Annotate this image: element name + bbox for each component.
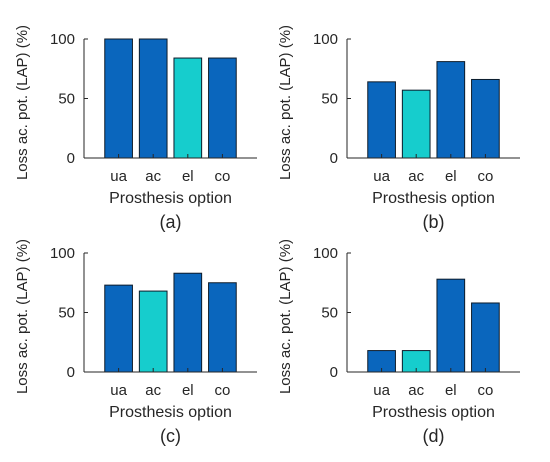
x-tick-label: el [182, 382, 194, 399]
bar [401, 89, 431, 159]
y-axis-label: Loss ac. pot. (LAP) (%) [14, 25, 31, 180]
bar [138, 38, 168, 159]
y-tick-label: 100 [50, 245, 75, 262]
y-tick-label: 0 [67, 150, 75, 167]
x-tick-label: co [477, 382, 493, 399]
y-tick-label: 50 [321, 305, 338, 322]
chart-panel: 0 50 100 ua ac el co Prosthesis option Loss ac. … [14, 239, 257, 446]
x-axis-label: Prosthesis option [109, 190, 232, 207]
x-axis-label: Prosthesis option [372, 404, 495, 421]
x-tick-label: ua [110, 168, 127, 185]
bar [436, 278, 466, 373]
bar [104, 284, 133, 373]
x-tick-label: el [182, 168, 194, 185]
bar [436, 61, 466, 159]
x-tick-label: co [214, 382, 230, 399]
panel-label: (b) [423, 212, 445, 232]
panel-label: (c) [160, 426, 181, 446]
x-tick-label: el [445, 168, 457, 185]
x-axis-label: Prosthesis option [109, 404, 232, 421]
x-tick-label: ac [408, 382, 424, 399]
bar [173, 272, 203, 373]
y-tick-label: 50 [321, 91, 338, 108]
x-axis-label: Prosthesis option [372, 190, 495, 207]
bar [104, 38, 133, 159]
y-tick-label: 100 [313, 31, 338, 48]
bar [208, 282, 237, 373]
y-tick-label: 100 [50, 31, 75, 48]
y-tick-label: 50 [58, 91, 75, 108]
x-tick-label: ua [373, 168, 390, 185]
x-tick-label: ua [110, 382, 127, 399]
x-tick-label: el [445, 382, 457, 399]
chart-panel: 0 50 100 ua ac el co Prosthesis option Loss ac. … [277, 239, 520, 446]
bar [173, 57, 203, 159]
y-axis-label: Loss ac. pot. (LAP) (%) [277, 239, 294, 394]
y-tick-label: 100 [313, 245, 338, 262]
x-tick-label: ac [145, 168, 161, 185]
y-axis-label: Loss ac. pot. (LAP) (%) [277, 25, 294, 180]
y-tick-label: 0 [330, 364, 338, 381]
x-tick-label: ua [373, 382, 390, 399]
chart-panel: 0 50 100 ua ac el co Prosthesis option Loss ac. … [14, 25, 257, 232]
bar [471, 302, 500, 373]
y-tick-label: 0 [67, 364, 75, 381]
bar [208, 57, 237, 159]
bar [367, 81, 396, 159]
x-tick-label: ac [408, 168, 424, 185]
y-axis-label: Loss ac. pot. (LAP) (%) [14, 239, 31, 394]
chart-panel: 0 50 100 ua ac el co Prosthesis option Loss ac. … [277, 25, 520, 232]
panel-label: (d) [423, 426, 445, 446]
y-tick-label: 50 [58, 305, 75, 322]
panel-label: (a) [160, 212, 182, 232]
bar [471, 78, 500, 159]
x-tick-label: co [214, 168, 230, 185]
x-tick-label: ac [145, 382, 161, 399]
y-tick-label: 0 [330, 150, 338, 167]
bar [138, 290, 168, 373]
x-tick-label: co [477, 168, 493, 185]
